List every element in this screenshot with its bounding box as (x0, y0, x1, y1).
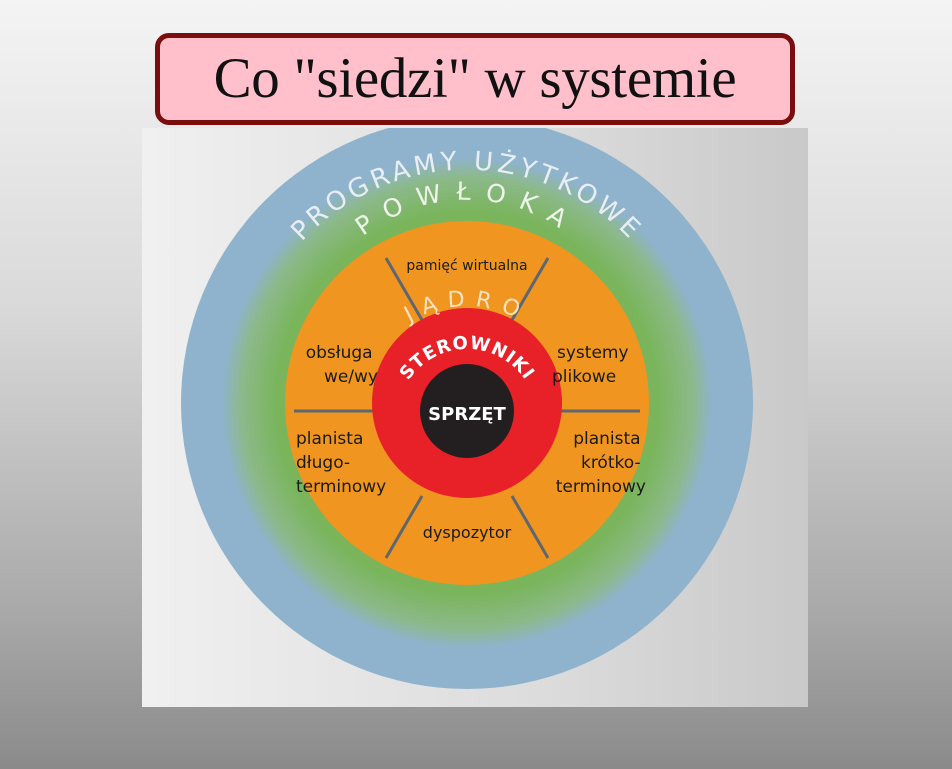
segment-file-systems: systemy plikowe (552, 343, 634, 387)
segment-dispatcher: dyspozytor (423, 523, 512, 542)
segment-io-handling: obsługa we/wy (306, 343, 378, 387)
hardware-label: SPRZĘT (428, 404, 506, 425)
slide-title: Co "siedzi" w systemie (155, 33, 795, 125)
os-layers-diagram: PROGRAMY UŻYTKOWE POWŁOKA JĄDRO STEROWNI… (142, 128, 808, 707)
segment-virtual-memory: pamięć wirtualna (406, 258, 527, 274)
segment-long-term-scheduler: planista długo- terminowy (296, 429, 386, 497)
hardware-core (420, 364, 514, 458)
segment-short-term-scheduler: planista krótko- terminowy (556, 429, 646, 497)
kernel-dividers (294, 257, 640, 559)
os-layers-svg: PROGRAMY UŻYTKOWE POWŁOKA JĄDRO STEROWNI… (181, 128, 753, 689)
